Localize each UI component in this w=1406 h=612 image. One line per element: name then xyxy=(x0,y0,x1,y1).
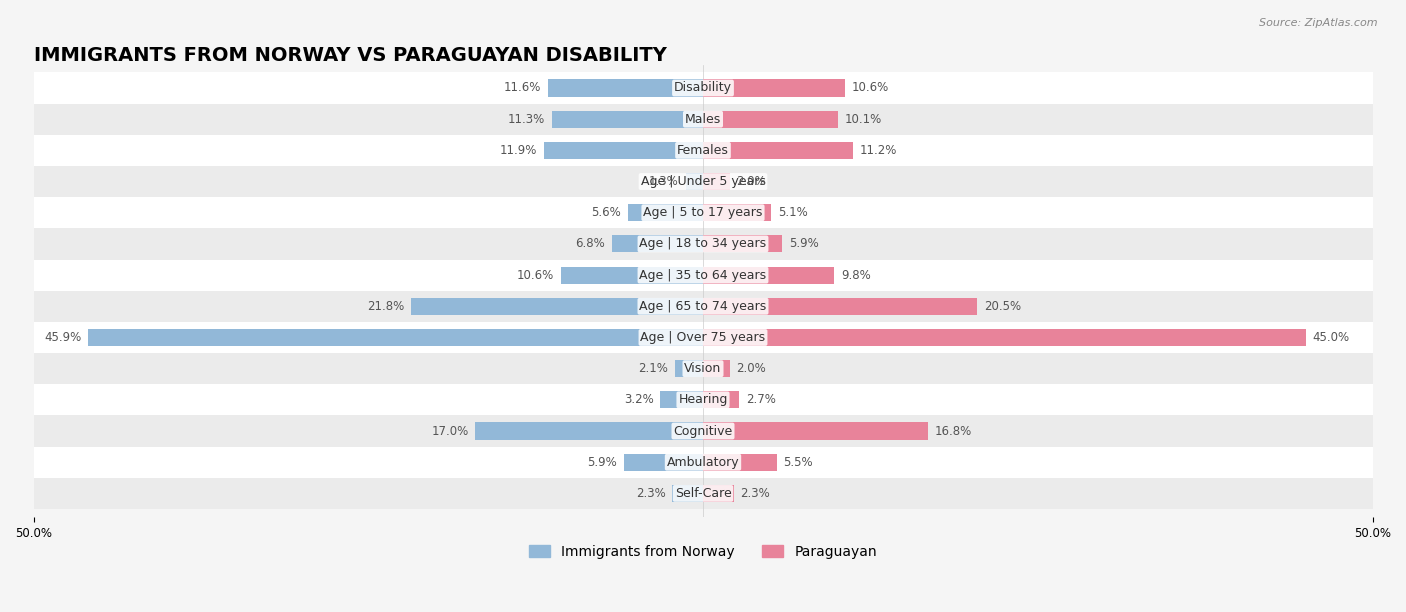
Text: 20.5%: 20.5% xyxy=(984,300,1021,313)
Bar xyxy=(703,297,977,315)
Bar xyxy=(703,173,730,190)
Bar xyxy=(34,72,1372,103)
Text: Age | Over 75 years: Age | Over 75 years xyxy=(641,331,765,344)
Bar xyxy=(703,485,734,502)
Text: 10.6%: 10.6% xyxy=(517,269,554,282)
Text: 10.1%: 10.1% xyxy=(845,113,882,125)
Text: 2.1%: 2.1% xyxy=(638,362,668,375)
Text: Females: Females xyxy=(678,144,728,157)
Bar xyxy=(34,478,1372,509)
Bar xyxy=(661,391,703,408)
Text: 45.0%: 45.0% xyxy=(1312,331,1350,344)
Bar xyxy=(34,384,1372,416)
Text: 10.6%: 10.6% xyxy=(852,81,889,94)
Bar xyxy=(34,353,1372,384)
Bar xyxy=(475,422,703,439)
Bar xyxy=(703,80,845,97)
Bar xyxy=(89,329,703,346)
Text: 2.7%: 2.7% xyxy=(745,394,776,406)
Bar xyxy=(672,485,703,502)
Text: 11.3%: 11.3% xyxy=(508,113,546,125)
Bar xyxy=(34,291,1372,322)
Bar xyxy=(34,166,1372,197)
Bar xyxy=(34,197,1372,228)
Bar xyxy=(34,103,1372,135)
Bar xyxy=(411,297,703,315)
Text: Age | 65 to 74 years: Age | 65 to 74 years xyxy=(640,300,766,313)
Text: Disability: Disability xyxy=(673,81,733,94)
Bar xyxy=(561,267,703,284)
Legend: Immigrants from Norway, Paraguayan: Immigrants from Norway, Paraguayan xyxy=(523,539,883,564)
Text: 2.3%: 2.3% xyxy=(636,487,665,500)
Text: 11.9%: 11.9% xyxy=(499,144,537,157)
Text: 11.2%: 11.2% xyxy=(859,144,897,157)
Bar xyxy=(34,322,1372,353)
Text: 5.5%: 5.5% xyxy=(783,456,813,469)
Text: Cognitive: Cognitive xyxy=(673,425,733,438)
Text: 6.8%: 6.8% xyxy=(575,237,605,250)
Text: 2.0%: 2.0% xyxy=(737,175,766,188)
Bar xyxy=(34,447,1372,478)
Text: Source: ZipAtlas.com: Source: ZipAtlas.com xyxy=(1260,18,1378,28)
Bar xyxy=(624,453,703,471)
Bar xyxy=(548,80,703,97)
Bar xyxy=(34,135,1372,166)
Bar xyxy=(551,111,703,128)
Bar xyxy=(703,111,838,128)
Text: Age | Under 5 years: Age | Under 5 years xyxy=(641,175,765,188)
Text: 2.0%: 2.0% xyxy=(737,362,766,375)
Bar xyxy=(544,142,703,159)
Bar xyxy=(34,259,1372,291)
Bar xyxy=(686,173,703,190)
Text: 5.9%: 5.9% xyxy=(789,237,818,250)
Text: 17.0%: 17.0% xyxy=(432,425,468,438)
Text: IMMIGRANTS FROM NORWAY VS PARAGUAYAN DISABILITY: IMMIGRANTS FROM NORWAY VS PARAGUAYAN DIS… xyxy=(34,46,666,65)
Text: Age | 5 to 17 years: Age | 5 to 17 years xyxy=(644,206,762,219)
Text: 16.8%: 16.8% xyxy=(935,425,972,438)
Text: 2.3%: 2.3% xyxy=(741,487,770,500)
Text: 1.3%: 1.3% xyxy=(650,175,679,188)
Bar xyxy=(703,204,772,222)
Bar xyxy=(703,422,928,439)
Text: Males: Males xyxy=(685,113,721,125)
Text: Vision: Vision xyxy=(685,362,721,375)
Bar xyxy=(703,142,853,159)
Text: 21.8%: 21.8% xyxy=(367,300,405,313)
Text: 5.6%: 5.6% xyxy=(592,206,621,219)
Text: 5.1%: 5.1% xyxy=(778,206,807,219)
Bar xyxy=(34,228,1372,259)
Text: Age | 35 to 64 years: Age | 35 to 64 years xyxy=(640,269,766,282)
Text: 45.9%: 45.9% xyxy=(45,331,82,344)
Bar xyxy=(612,236,703,253)
Bar xyxy=(628,204,703,222)
Bar xyxy=(703,329,1306,346)
Text: 9.8%: 9.8% xyxy=(841,269,870,282)
Bar xyxy=(703,391,740,408)
Bar xyxy=(703,453,776,471)
Text: 5.9%: 5.9% xyxy=(588,456,617,469)
Text: Age | 18 to 34 years: Age | 18 to 34 years xyxy=(640,237,766,250)
Text: Self-Care: Self-Care xyxy=(675,487,731,500)
Text: 11.6%: 11.6% xyxy=(503,81,541,94)
Text: Hearing: Hearing xyxy=(678,394,728,406)
Bar xyxy=(703,267,834,284)
Text: Ambulatory: Ambulatory xyxy=(666,456,740,469)
Bar xyxy=(703,236,782,253)
Bar xyxy=(703,360,730,377)
Bar xyxy=(34,416,1372,447)
Text: 3.2%: 3.2% xyxy=(624,394,654,406)
Bar xyxy=(675,360,703,377)
